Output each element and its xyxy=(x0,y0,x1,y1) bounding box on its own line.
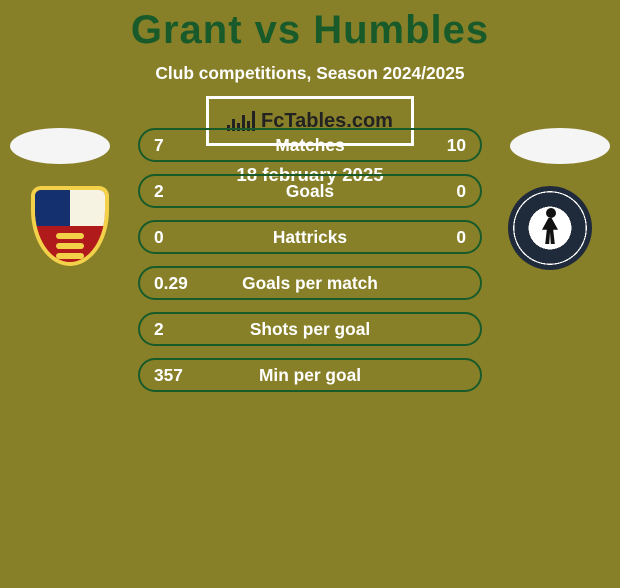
stat-row: 7Matches10 xyxy=(138,128,482,162)
club-crest-left xyxy=(20,186,120,270)
stat-label: Goals per match xyxy=(206,273,414,294)
page-title: Grant vs Humbles xyxy=(0,8,620,53)
stat-row: 2Goals0 xyxy=(138,174,482,208)
stat-left-value: 0.29 xyxy=(154,273,206,294)
player-flag-left xyxy=(10,128,110,164)
stat-row: 0.29Goals per match xyxy=(138,266,482,300)
round-badge-icon xyxy=(508,186,592,270)
stat-row: 2Shots per goal xyxy=(138,312,482,346)
stat-left-value: 2 xyxy=(154,181,206,202)
stat-left-value: 0 xyxy=(154,227,206,248)
player-flag-right xyxy=(510,128,610,164)
stat-label: Min per goal xyxy=(206,365,414,386)
stat-row: 357Min per goal xyxy=(138,358,482,392)
stat-label: Hattricks xyxy=(206,227,414,248)
stat-left-value: 357 xyxy=(154,365,206,386)
subtitle: Club competitions, Season 2024/2025 xyxy=(0,63,620,84)
stat-row: 0Hattricks0 xyxy=(138,220,482,254)
stat-left-value: 7 xyxy=(154,135,206,156)
stat-left-value: 2 xyxy=(154,319,206,340)
stat-label: Matches xyxy=(206,135,414,156)
stat-right-value: 0 xyxy=(414,227,466,248)
stat-right-value: 0 xyxy=(414,181,466,202)
footballer-icon xyxy=(538,208,562,248)
stat-label: Goals xyxy=(206,181,414,202)
stats-panel: 7Matches102Goals00Hattricks00.29Goals pe… xyxy=(138,128,482,404)
stat-label: Shots per goal xyxy=(206,319,414,340)
stat-right-value: 10 xyxy=(414,135,466,156)
club-badge-right xyxy=(500,186,600,270)
